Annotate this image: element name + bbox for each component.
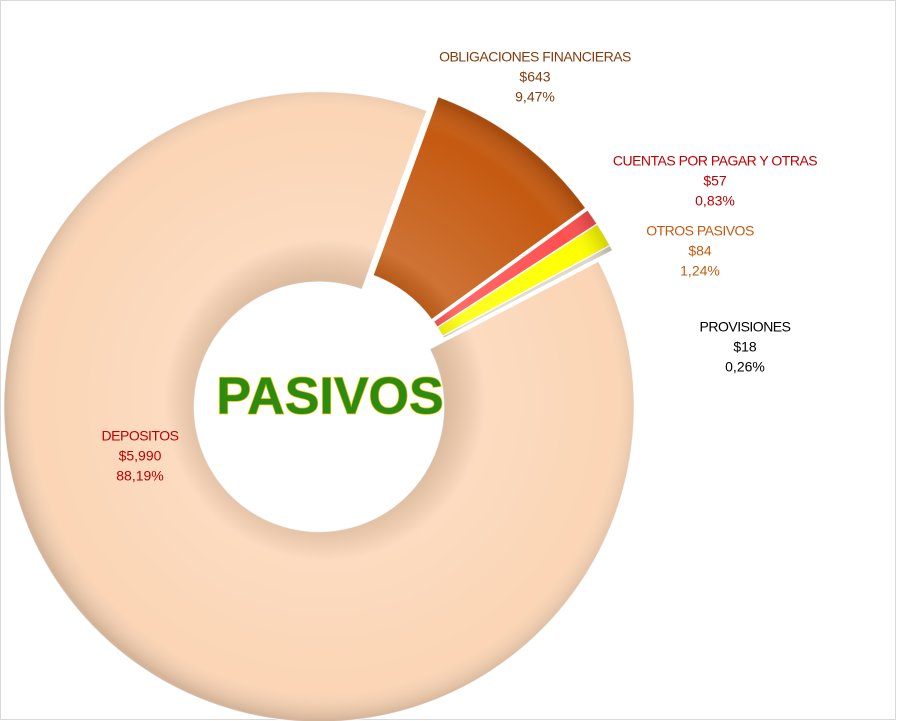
slice-value: $18: [733, 339, 757, 355]
slice-label: CUENTAS POR PAGAR Y OTRAS: [613, 153, 817, 169]
slice-percent: 0,26%: [725, 359, 765, 375]
slice-value: $57: [703, 173, 727, 189]
slice-label: DEPOSITOS: [102, 428, 179, 444]
slice-label: OBLIGACIONES FINANCIERAS: [439, 49, 631, 65]
slice-value: $84: [688, 243, 712, 259]
slice-value: $5,990: [119, 448, 162, 464]
slice-shade: [373, 96, 586, 320]
slice-value: $643: [519, 69, 550, 85]
slice-shade: [442, 245, 613, 339]
slice-shade: [433, 210, 597, 328]
slice-label: OTROS PASIVOS: [646, 223, 754, 239]
slice-percent: 0,83%: [695, 193, 735, 209]
slice-shade: [437, 224, 610, 336]
slice-percent: 1,24%: [680, 263, 720, 279]
slice-label: PROVISIONES: [700, 319, 791, 335]
center-text: PASIVOS: [216, 368, 443, 426]
slice-shade: [4, 91, 635, 721]
slice-percent: 88,19%: [116, 468, 163, 484]
slice-percent: 9,47%: [515, 89, 555, 105]
